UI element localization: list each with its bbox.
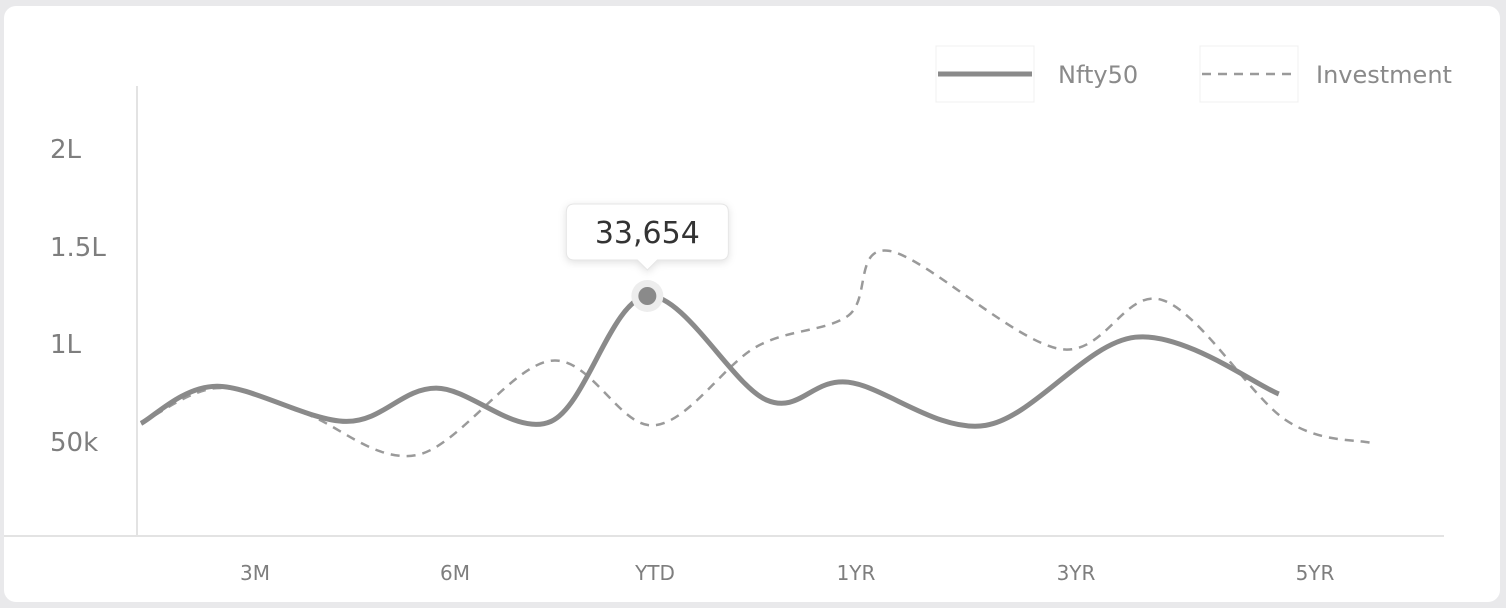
line-chart: 2L 1.5L 1L 50k 3M 6M YTD 1YR 3YR 5YR 33,… xyxy=(4,45,1452,585)
x-tick-label: YTD xyxy=(634,561,675,585)
legend-label-nfty50: Nfty50 xyxy=(1058,61,1138,89)
y-tick-label: 1.5L xyxy=(50,233,106,263)
y-tick-label: 1L xyxy=(50,330,82,360)
x-tick-label: 5YR xyxy=(1296,561,1335,585)
value-tooltip: 33,654 xyxy=(565,203,729,271)
highlight-point[interactable] xyxy=(638,287,657,305)
series-line-nfty50 xyxy=(139,293,1280,429)
x-tick-label: 1YR xyxy=(837,561,876,585)
legend: Nfty50 Investment xyxy=(935,45,1452,103)
y-tick-label: 50k xyxy=(50,428,98,458)
tooltip-value: 33,654 xyxy=(595,216,700,251)
x-tick-label: 3M xyxy=(240,561,270,585)
x-tick-label: 6M xyxy=(440,561,470,585)
legend-swatch-box xyxy=(1199,45,1299,103)
series-line-investment xyxy=(140,249,1372,458)
legend-label-investment: Investment xyxy=(1316,61,1452,89)
tooltip-box xyxy=(565,203,729,271)
y-tick-label: 2L xyxy=(50,135,82,165)
x-tick-label: 3YR xyxy=(1057,561,1096,585)
chart-card: 2L 1.5L 1L 50k 3M 6M YTD 1YR 3YR 5YR 33,… xyxy=(4,6,1500,602)
